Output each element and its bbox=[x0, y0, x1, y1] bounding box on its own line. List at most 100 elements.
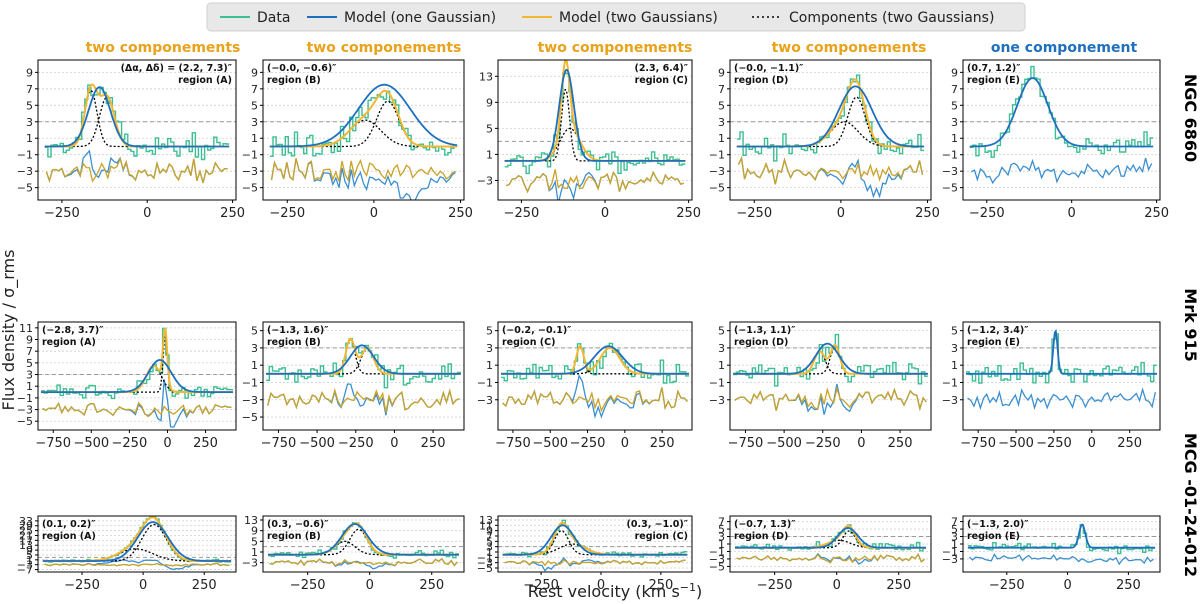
x-tick-label: −250 bbox=[44, 206, 80, 221]
x-tick-label: −250 bbox=[805, 436, 841, 451]
y-tick-label: 9 bbox=[251, 66, 258, 79]
y-tick-label: −3 bbox=[477, 557, 493, 570]
y-tick-label: −5 bbox=[709, 560, 725, 573]
component-curve-1 bbox=[736, 96, 925, 148]
y-tick-label: −5 bbox=[17, 415, 33, 428]
model-one-gaussian bbox=[735, 526, 926, 549]
x-tick-label: 250 bbox=[193, 436, 218, 451]
component-curve-2 bbox=[268, 540, 459, 556]
y-tick-label: 13 bbox=[19, 539, 33, 552]
y-tick-label: 5 bbox=[718, 325, 725, 338]
x-tick-label: −250 bbox=[504, 206, 540, 221]
y-tick-label: 3 bbox=[718, 531, 725, 544]
y-tick-label: 9 bbox=[486, 96, 493, 109]
y-tick-label: 5 bbox=[951, 523, 958, 536]
y-tick-label: −3 bbox=[477, 174, 493, 187]
y-tick-label: −1 bbox=[942, 376, 958, 389]
x-tick-label: 0 bbox=[621, 436, 629, 451]
x-tick-label: 0 bbox=[1063, 578, 1071, 593]
x-tick-label: 250 bbox=[419, 578, 444, 593]
y-tick-label: −5 bbox=[242, 182, 258, 195]
x-tick-label: −250 bbox=[969, 206, 1005, 221]
region-label: region (A) bbox=[178, 75, 232, 86]
y-tick-label: −3 bbox=[242, 394, 258, 407]
x-tick-label: −500 bbox=[299, 436, 335, 451]
plot-area bbox=[736, 74, 925, 199]
y-tick-label: −3 bbox=[942, 394, 958, 407]
y-tick-label: −7 bbox=[17, 564, 33, 577]
y-tick-label: 9 bbox=[26, 544, 33, 557]
y-tick-label: −5 bbox=[477, 562, 493, 575]
y-tick-label: −3 bbox=[17, 165, 33, 178]
y-tick-label: 3 bbox=[951, 116, 958, 129]
residual-two-gaussians bbox=[44, 562, 230, 567]
y-axis-label: Flux density / σ_rms bbox=[0, 250, 19, 411]
axes-frame bbox=[497, 59, 693, 201]
y-tick-label: −1 bbox=[709, 376, 725, 389]
x-tick-label: 0 bbox=[139, 578, 147, 593]
plot-area bbox=[42, 516, 232, 571]
residual-one-gaussian bbox=[968, 553, 1154, 566]
y-tick-label: 5 bbox=[718, 99, 725, 112]
region-label: region (D) bbox=[734, 75, 788, 86]
x-tick-label: 250 bbox=[1144, 206, 1169, 221]
component-curve-1 bbox=[268, 528, 459, 556]
y-tick-label: 1 bbox=[486, 546, 493, 559]
y-tick-label: −3 bbox=[942, 165, 958, 178]
y-tick-label: 33 bbox=[19, 515, 33, 528]
plot-area bbox=[501, 342, 689, 419]
plot-area bbox=[966, 328, 1157, 411]
plot-area bbox=[269, 83, 458, 200]
column-title-4: two componements bbox=[772, 40, 927, 56]
legend-frame bbox=[206, 2, 1026, 32]
y-tick-label: 5 bbox=[951, 99, 958, 112]
model-one-gaussian bbox=[42, 521, 232, 562]
region-label: region (C) bbox=[635, 75, 688, 86]
y-tick-label: 9 bbox=[26, 334, 33, 347]
model-one-gaussian bbox=[501, 345, 689, 375]
y-tick-label: −5 bbox=[709, 182, 725, 195]
x-tick-label: −750 bbox=[728, 436, 764, 451]
y-tick-label: 13 bbox=[479, 70, 493, 83]
y-tick-label: −1 bbox=[17, 149, 33, 162]
y-tick-label: 5 bbox=[251, 325, 258, 338]
y-tick-label: −3 bbox=[709, 553, 725, 566]
panel-1-2: −5 −3 −1 1 3 5 7 9 −250 0 250 (−0.0, −0.6)″region (… bbox=[242, 59, 473, 221]
y-tick-label: 3 bbox=[951, 342, 958, 355]
y-tick-label: −1 bbox=[242, 149, 258, 162]
y-tick-label: 5 bbox=[951, 325, 958, 338]
y-tick-label: −5 bbox=[942, 182, 958, 195]
residual-two-gaussians bbox=[736, 552, 925, 564]
x-tick-label: 250 bbox=[886, 578, 911, 593]
x-tick-label: 0 bbox=[1088, 436, 1096, 451]
y-tick-label: 5 bbox=[251, 99, 258, 112]
column-title-5: one componement bbox=[991, 40, 1138, 56]
y-tick-label: 3 bbox=[486, 342, 493, 355]
y-tick-label: 1 bbox=[251, 132, 258, 145]
y-tick-label: 9 bbox=[718, 66, 725, 79]
y-tick-label: 9 bbox=[251, 525, 258, 538]
y-tick-label: −5 bbox=[17, 182, 33, 195]
model-one-gaussian bbox=[268, 523, 459, 556]
x-tick-label: 250 bbox=[421, 436, 446, 451]
x-tick-label: −250 bbox=[269, 206, 305, 221]
y-tick-label: 17 bbox=[19, 534, 33, 547]
column-title-3: two componements bbox=[538, 40, 693, 56]
x-tick-label: −250 bbox=[1036, 436, 1072, 451]
axes-frame bbox=[37, 59, 237, 201]
y-tick-label: −5 bbox=[242, 411, 258, 424]
y-tick-label: 5 bbox=[26, 549, 33, 562]
legend: Data Model (one Gaussian) Model (two Gau… bbox=[206, 2, 1026, 32]
region-label: region (B) bbox=[267, 531, 321, 542]
y-tick-label: 7 bbox=[718, 516, 725, 529]
x-tick-label: −250 bbox=[989, 578, 1025, 593]
x-tick-label: −250 bbox=[570, 436, 606, 451]
data-step-line bbox=[735, 524, 926, 552]
y-tick-label: 5 bbox=[486, 122, 493, 135]
x-tick-label: 250 bbox=[1117, 436, 1142, 451]
residual-two-gaussians bbox=[505, 169, 684, 194]
axes-frame bbox=[962, 59, 1161, 201]
y-tick-label: 11 bbox=[19, 322, 33, 335]
